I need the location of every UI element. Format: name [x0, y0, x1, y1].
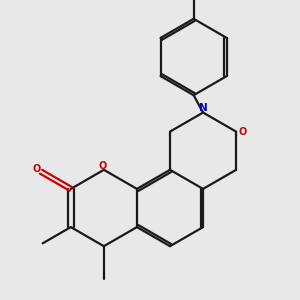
- Text: O: O: [239, 127, 247, 136]
- Text: O: O: [33, 164, 41, 174]
- Text: N: N: [199, 103, 207, 113]
- Text: O: O: [98, 161, 106, 171]
